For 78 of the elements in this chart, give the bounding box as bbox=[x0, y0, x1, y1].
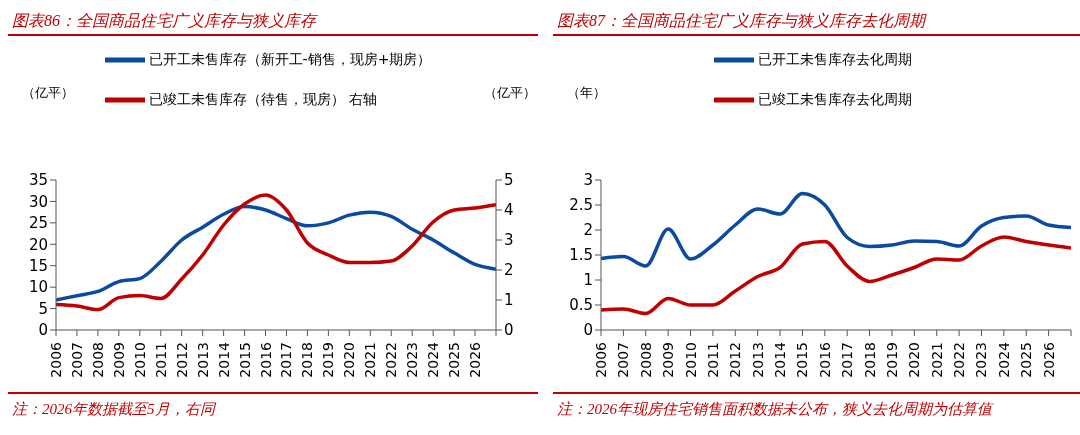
line-series bbox=[56, 204, 496, 302]
x-tick-label: 2006 bbox=[48, 341, 64, 378]
x-tick-label: 2015 bbox=[794, 342, 811, 378]
text: 注：2026年数据截至5月，右同 bbox=[12, 400, 217, 419]
x-tick-label: 2021 bbox=[928, 342, 945, 378]
legend-label: 已竣工未售库存（待售，现房） 右轴 bbox=[148, 91, 378, 107]
y-tick-label: 25 bbox=[28, 214, 48, 233]
x-tick-label: 2022 bbox=[383, 342, 400, 378]
x-tick-label: 2022 bbox=[951, 342, 968, 378]
x-tick-label: 2021 bbox=[362, 342, 379, 378]
y-axis-title: （亿平） bbox=[22, 84, 74, 102]
x-tick-label: 2024 bbox=[995, 341, 1012, 378]
y-tick-label: 0 bbox=[583, 321, 593, 340]
y-tick-label: 20 bbox=[28, 235, 48, 254]
x-tick-label: 2026 bbox=[1040, 341, 1057, 378]
x-tick-label: 2017 bbox=[839, 342, 856, 378]
x-tick-label: 2007 bbox=[615, 342, 632, 378]
x-tick-label: 2014 bbox=[215, 341, 232, 378]
x-tick-label: 2026 bbox=[467, 341, 484, 378]
y-tick-label: 15 bbox=[28, 257, 48, 276]
x-tick-label: 2008 bbox=[89, 342, 106, 378]
text: 注：2026年现房住宅销售面积数据未公布，狭义去化周期为估算值 bbox=[557, 400, 995, 419]
y-tick-label: 2.5 bbox=[569, 196, 593, 215]
y-tick-label: 35 bbox=[28, 171, 48, 190]
y2-tick-label: 1 bbox=[504, 291, 514, 310]
legend-label: 已开工未售库存去化周期 bbox=[758, 51, 912, 67]
x-tick-label: 2019 bbox=[320, 342, 337, 378]
x-tick-label: 2012 bbox=[173, 342, 190, 378]
y-tick-label: 30 bbox=[28, 192, 48, 211]
x-tick-label: 2020 bbox=[341, 342, 358, 378]
x-tick-label: 2011 bbox=[152, 342, 169, 378]
x-tick-label: 2010 bbox=[682, 342, 699, 378]
x-tick-label: 2025 bbox=[446, 342, 463, 378]
x-tick-label: 2016 bbox=[816, 341, 833, 378]
y-tick-label: 1 bbox=[583, 271, 593, 290]
chart-title: 图表86：全国商品住宅广义库存与狭义库存 bbox=[8, 8, 538, 36]
x-tick-label: 2025 bbox=[1018, 342, 1035, 378]
chart-title: 图表87：全国商品住宅广义库存与狭义库存去化周期 bbox=[553, 8, 1080, 36]
y2-tick-label: 3 bbox=[504, 231, 514, 250]
x-tick-label: 2020 bbox=[906, 342, 923, 378]
x-tick-label: 2009 bbox=[110, 342, 127, 378]
legend-label: 已开工未售库存（新开工-销售，现房+期房） bbox=[148, 51, 432, 67]
x-tick-label: 2014 bbox=[772, 341, 789, 378]
x-tick-label: 2009 bbox=[660, 342, 677, 378]
legend-label: 已竣工未售库存去化周期 bbox=[758, 91, 912, 107]
x-tick-label: 2024 bbox=[425, 341, 442, 378]
y2-tick-label: 0 bbox=[504, 321, 514, 340]
x-tick-label: 2012 bbox=[727, 342, 744, 378]
line-series bbox=[601, 191, 1071, 268]
x-tick-label: 2019 bbox=[883, 342, 900, 378]
y-axis-title: （年） bbox=[567, 84, 606, 102]
x-tick-label: 2023 bbox=[973, 342, 990, 378]
x-tick-label: 2013 bbox=[749, 342, 766, 378]
y2-tick-label: 2 bbox=[504, 261, 514, 280]
y2-tick-label: 4 bbox=[504, 201, 514, 220]
line-series bbox=[56, 193, 496, 312]
y2-tick-label: 5 bbox=[504, 171, 514, 190]
y-tick-label: 2 bbox=[583, 221, 593, 240]
y-tick-label: 0 bbox=[38, 321, 48, 340]
x-tick-label: 2013 bbox=[194, 342, 211, 378]
y-tick-label: 3 bbox=[583, 171, 593, 190]
y-tick-label: 0.5 bbox=[569, 296, 593, 315]
x-tick-label: 2007 bbox=[68, 342, 85, 378]
y-tick-label: 1.5 bbox=[569, 246, 593, 265]
x-tick-label: 2018 bbox=[861, 342, 878, 378]
line-series bbox=[601, 235, 1071, 316]
x-tick-label: 2011 bbox=[704, 342, 721, 378]
x-tick-label: 2010 bbox=[131, 342, 148, 378]
x-tick-label: 2016 bbox=[257, 341, 274, 378]
y2-axis-title: （亿平） bbox=[484, 84, 536, 102]
x-tick-label: 2023 bbox=[404, 342, 421, 378]
y-tick-label: 10 bbox=[28, 278, 48, 297]
x-tick-label: 2018 bbox=[299, 342, 316, 378]
x-tick-label: 2017 bbox=[278, 342, 295, 378]
x-tick-label: 2015 bbox=[236, 342, 253, 378]
x-tick-label: 2008 bbox=[637, 342, 654, 378]
x-tick-label: 2006 bbox=[593, 341, 609, 378]
y-tick-label: 5 bbox=[38, 299, 48, 318]
